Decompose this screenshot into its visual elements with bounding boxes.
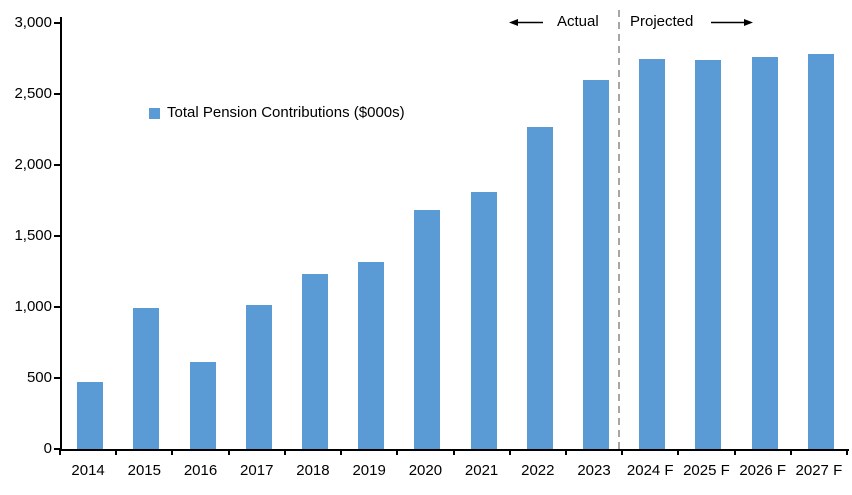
y-tick (54, 306, 62, 308)
bar-2019 (358, 262, 385, 449)
actual-label: Actual (557, 13, 599, 30)
y-axis-label-0: 0 (43, 440, 52, 457)
x-tick (396, 449, 399, 455)
actual-projected-divider (618, 10, 620, 449)
legend-label: Total Pension Contributions ($000s) (167, 104, 405, 121)
x-axis-label-2018: 2018 (296, 462, 330, 479)
x-tick (846, 449, 848, 455)
x-axis-label-2019: 2019 (352, 462, 386, 479)
x-axis-label-2021: 2021 (464, 462, 499, 479)
x-tick (677, 449, 680, 455)
x-tick (115, 449, 118, 455)
x-axis-label-2022: 2022 (521, 462, 555, 479)
x-tick (789, 449, 792, 455)
x-axis-label-2015: 2015 (127, 462, 161, 479)
x-axis-label-2017: 2017 (240, 462, 274, 479)
bar-2026-F (751, 57, 778, 449)
x-axis-label-2020: 2020 (408, 462, 443, 479)
bar-2024-F (639, 59, 666, 449)
x-tick (283, 449, 286, 455)
x-tick (171, 449, 174, 455)
right-arrow-icon (711, 18, 754, 26)
projected-annotation: Projected (630, 13, 754, 31)
actual-annotation: Actual (509, 13, 599, 31)
plot-area (60, 10, 849, 451)
x-tick (59, 449, 61, 455)
y-axis-label-1,000: 1,000 (14, 298, 52, 315)
y-tick (54, 22, 62, 24)
x-axis-label-2026-F: 2026 F (739, 462, 787, 479)
x-tick (227, 449, 230, 455)
x-axis-label-2024-F: 2024 F (626, 462, 674, 479)
x-axis-label-2023: 2023 (577, 462, 611, 479)
left-arrow-icon (509, 18, 543, 26)
x-tick (452, 449, 455, 455)
y-axis-label-3,000: 3,000 (14, 14, 52, 31)
bar-2017 (245, 305, 272, 449)
y-tick (54, 377, 62, 379)
bar-2022 (526, 127, 553, 449)
bar-2027-F (807, 54, 834, 449)
x-tick (508, 449, 511, 455)
bar-2021 (470, 192, 497, 449)
x-axis-label-2016: 2016 (183, 462, 218, 479)
legend: Total Pension Contributions ($000s) (149, 104, 405, 122)
x-tick (340, 449, 343, 455)
y-tick (54, 448, 62, 450)
y-axis-label-2,000: 2,000 (14, 156, 52, 173)
x-tick (733, 449, 736, 455)
bar-2016 (189, 362, 216, 449)
x-axis-label-2027-F: 2027 F (795, 462, 843, 479)
bar-2020 (414, 210, 441, 449)
bar-2023 (583, 80, 610, 449)
x-tick (621, 449, 624, 455)
x-tick (564, 449, 567, 455)
x-axis-label-2014: 2014 (71, 462, 105, 479)
bar-2025-F (695, 60, 722, 449)
legend-marker-icon (149, 107, 160, 119)
y-tick (54, 164, 62, 166)
bar-2015 (133, 308, 160, 449)
y-axis-label-1,500: 1,500 (14, 227, 52, 244)
y-tick (54, 93, 62, 95)
projected-label: Projected (630, 13, 694, 30)
x-axis-label-2025-F: 2025 F (683, 462, 730, 479)
y-tick (54, 235, 62, 237)
y-axis-label-2,500: 2,500 (14, 85, 52, 102)
bar-2018 (301, 274, 328, 449)
bar-2014 (77, 382, 104, 449)
y-axis-label-500: 500 (26, 369, 52, 386)
